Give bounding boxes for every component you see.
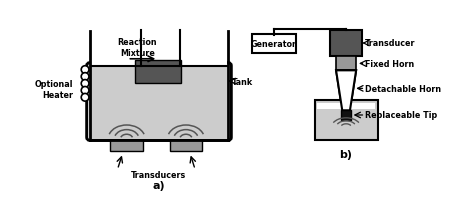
Text: Optional
Heater: Optional Heater: [34, 80, 73, 99]
Text: Transducer: Transducer: [365, 39, 416, 48]
Circle shape: [81, 87, 89, 95]
Text: Replaceable Tip: Replaceable Tip: [365, 111, 438, 120]
Circle shape: [81, 73, 89, 81]
Text: Reaction
Mixture: Reaction Mixture: [118, 38, 157, 57]
FancyBboxPatch shape: [252, 35, 296, 53]
Text: Generator: Generator: [251, 40, 297, 49]
Bar: [135, 60, 182, 83]
Text: a): a): [153, 181, 165, 190]
Bar: [110, 141, 143, 152]
Text: Fixed Horn: Fixed Horn: [365, 60, 415, 68]
Circle shape: [81, 66, 89, 74]
Bar: [170, 141, 202, 152]
Bar: [341, 111, 351, 120]
Polygon shape: [336, 71, 356, 111]
Text: Tank: Tank: [232, 77, 254, 86]
Text: b): b): [339, 149, 353, 159]
Bar: [330, 30, 362, 57]
Circle shape: [81, 80, 89, 88]
Bar: [317, 103, 375, 109]
FancyBboxPatch shape: [315, 101, 378, 141]
Text: Detachable Horn: Detachable Horn: [365, 84, 441, 93]
Text: Transducers: Transducers: [131, 170, 187, 180]
Bar: [336, 57, 356, 71]
FancyBboxPatch shape: [87, 63, 231, 141]
Polygon shape: [336, 71, 356, 111]
Bar: [341, 111, 351, 120]
Bar: [91, 32, 227, 66]
Circle shape: [81, 94, 89, 102]
